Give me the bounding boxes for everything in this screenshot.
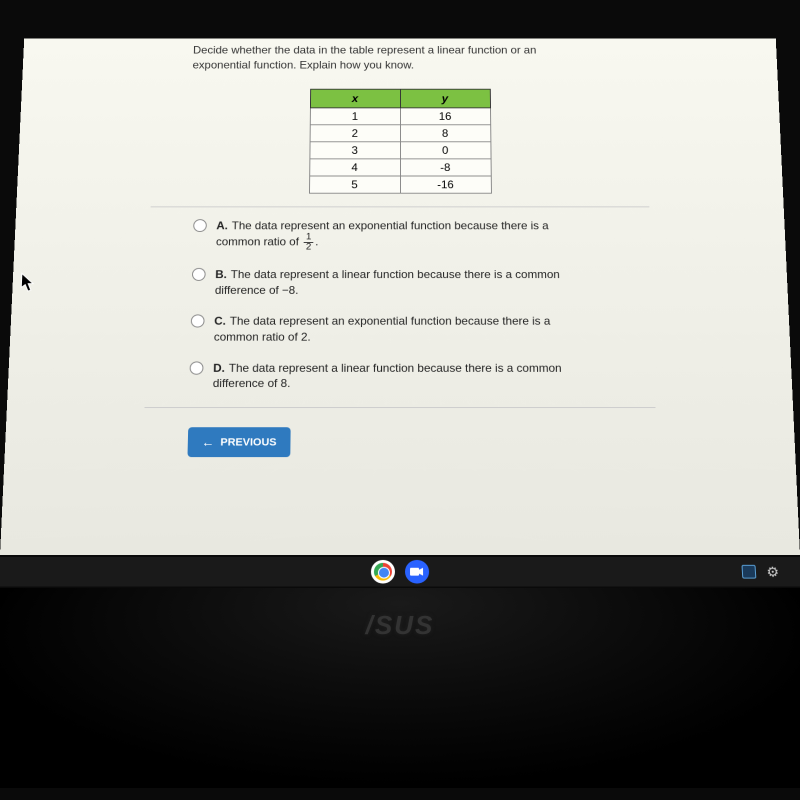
- option-b[interactable]: B.The data represent a linear function b…: [191, 267, 608, 298]
- radio-c[interactable]: [191, 314, 205, 327]
- option-d-text: D.The data represent a linear function b…: [213, 360, 562, 392]
- question-text: Decide whether the data in the table rep…: [154, 39, 645, 82]
- laptop-logo: /SUS: [366, 610, 435, 641]
- table-row: 4-8: [309, 158, 491, 175]
- option-a[interactable]: A.The data represent an exponential func…: [193, 218, 608, 253]
- table-header-row: x y: [310, 89, 490, 108]
- radio-d[interactable]: [190, 361, 204, 374]
- screen-content: Decide whether the data in the table rep…: [0, 39, 800, 555]
- option-c-text: C.The data represent an exponential func…: [214, 313, 551, 345]
- fraction: 12: [304, 233, 313, 252]
- chrome-icon[interactable]: [371, 560, 395, 584]
- arrow-left-icon: ←: [201, 435, 214, 449]
- option-c[interactable]: C.The data represent an exponential func…: [190, 313, 609, 345]
- table-row: 116: [310, 107, 490, 124]
- settings-icon[interactable]: ⚙: [766, 563, 780, 580]
- option-d[interactable]: D.The data represent a linear function b…: [189, 360, 611, 392]
- divider-bottom: [144, 407, 655, 408]
- previous-button[interactable]: ← PREVIOUS: [187, 427, 290, 457]
- camera-app-icon[interactable]: [405, 560, 429, 584]
- table-row: 28: [310, 124, 491, 141]
- divider: [151, 206, 650, 207]
- previous-label: PREVIOUS: [220, 437, 276, 449]
- taskbar-tray: ⚙: [742, 563, 780, 580]
- question-line2: exponential function. Explain how you kn…: [192, 59, 414, 71]
- answer-options: A.The data represent an exponential func…: [145, 218, 655, 392]
- col-x-header: x: [310, 89, 400, 108]
- option-a-text: A.The data represent an exponential func…: [216, 218, 549, 253]
- table-row: 5-16: [309, 176, 491, 193]
- taskbar: ⚙: [0, 557, 800, 586]
- radio-a[interactable]: [193, 219, 207, 232]
- data-table: x y 116 28 30 4-8 5-16: [309, 88, 492, 193]
- tray-icon[interactable]: [742, 565, 757, 579]
- question-line1: Decide whether the data in the table rep…: [193, 44, 537, 56]
- data-table-wrap: x y 116 28 30 4-8 5-16: [151, 88, 649, 193]
- col-y-header: y: [400, 89, 490, 108]
- option-b-text: B.The data represent a linear function b…: [215, 267, 561, 298]
- table-row: 30: [309, 141, 490, 158]
- radio-b[interactable]: [192, 268, 206, 281]
- cursor-icon: [20, 273, 36, 293]
